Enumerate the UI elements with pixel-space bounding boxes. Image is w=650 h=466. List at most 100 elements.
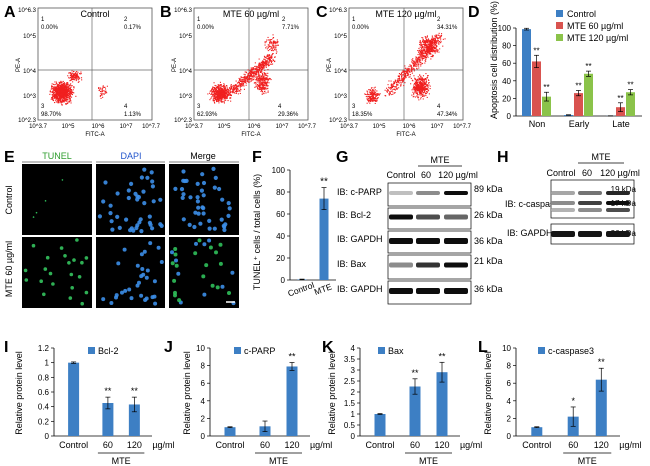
flow-event-dot xyxy=(265,66,267,68)
flow-event-dot xyxy=(254,67,256,69)
flow-event-dot xyxy=(72,89,74,91)
flow-event-dot xyxy=(255,79,257,81)
flow-event-dot xyxy=(264,82,266,84)
flow-event-dot xyxy=(368,96,370,98)
flow-event-dot xyxy=(220,90,222,92)
flow-event-dot xyxy=(267,64,269,66)
flow-event-dot xyxy=(70,76,72,78)
flow-event-dot xyxy=(255,71,257,73)
flow-event-dot xyxy=(432,38,434,40)
flow-event-dot xyxy=(411,65,413,67)
flow-event-dot xyxy=(394,88,396,90)
flow-event-dot xyxy=(402,78,404,80)
flow-event-dot xyxy=(416,61,418,63)
flow-event-dot xyxy=(58,96,60,98)
flow-event-dot xyxy=(403,85,405,87)
flow-event-dot xyxy=(66,101,68,103)
flow-event-dot xyxy=(56,96,58,98)
flow-event-dot xyxy=(416,65,418,67)
flow-event-dot xyxy=(430,53,432,55)
flow-event-dot xyxy=(66,89,68,91)
flow-event-dot xyxy=(236,88,238,90)
flow-event-dot xyxy=(271,47,273,49)
flow-event-dot xyxy=(366,91,368,93)
flow-event-dot xyxy=(413,63,415,65)
flow-event-dot xyxy=(411,72,413,74)
flow-event-dot xyxy=(265,92,267,94)
flow-event-dot xyxy=(259,79,261,81)
flow-event-dot xyxy=(418,88,420,90)
y-tick-label: 10 xyxy=(196,344,205,353)
flow-event-dot xyxy=(264,85,266,87)
flow-event-dot xyxy=(413,65,415,67)
flow-event-dot xyxy=(211,88,213,90)
flow-event-dot xyxy=(260,62,262,64)
flow-event-dot xyxy=(403,71,405,73)
flow-event-dot xyxy=(51,97,53,99)
flow-event-dot xyxy=(425,87,427,89)
flow-event-dot xyxy=(271,44,273,46)
flow-event-dot xyxy=(254,68,256,70)
flow-event-dot xyxy=(226,97,228,99)
flow-event-dot xyxy=(65,88,67,90)
flow-event-dot xyxy=(418,58,420,60)
flow-event-dot xyxy=(53,91,55,93)
chart-i-ylabel: Relative protein level xyxy=(14,351,24,435)
flow-event-dot xyxy=(231,88,233,90)
y-tick-label: 0.4 xyxy=(38,403,50,412)
flow-event-dot xyxy=(439,48,441,50)
flow-event-dot xyxy=(392,93,394,95)
flow-event-dot xyxy=(215,89,217,91)
flow-event-dot xyxy=(76,76,78,78)
flow-event-dot xyxy=(220,93,222,95)
flow-event-dot xyxy=(433,38,435,40)
flow-event-dot xyxy=(420,83,422,85)
flow-event-dot xyxy=(264,41,266,43)
flow-event-dot xyxy=(404,75,406,77)
tunel-positive-cell xyxy=(63,254,67,258)
flow-event-dot xyxy=(421,41,423,43)
flow-event-dot xyxy=(419,46,421,48)
flow-event-dot xyxy=(387,90,389,92)
flow-event-dot xyxy=(419,78,421,80)
flow-event-dot xyxy=(426,54,428,56)
flow-event-dot xyxy=(223,100,225,102)
flow-event-dot xyxy=(64,86,66,88)
flow-event-dot xyxy=(426,84,428,86)
flow-event-dot xyxy=(266,62,268,64)
blot-band xyxy=(389,214,413,220)
flow-event-dot xyxy=(396,87,398,89)
chart-j-ylabel: Relative protein level xyxy=(182,351,192,435)
flow-event-dot xyxy=(401,80,403,82)
flow-event-dot xyxy=(426,38,428,40)
flow-event-dot xyxy=(54,88,56,90)
x-category-label: Control xyxy=(59,440,88,450)
panel-a: A Control 1 0.00% 2 0.17% 3 98.70% 4 1.1… xyxy=(4,4,161,138)
flow-event-dot xyxy=(235,92,237,94)
flow-event-dot xyxy=(256,81,258,83)
flow-event-dot xyxy=(434,39,436,41)
flow-event-dot xyxy=(71,70,73,72)
flow-event-dot xyxy=(227,88,229,90)
flow-event-dot xyxy=(430,47,432,49)
flow-event-dot xyxy=(373,97,375,99)
flow-event-dot xyxy=(241,79,243,81)
flow-event-dot xyxy=(63,82,65,84)
flow-event-dot xyxy=(58,95,60,97)
flow-event-dot xyxy=(364,93,366,95)
flow-event-dot xyxy=(429,45,431,47)
flow-event-dot xyxy=(435,48,437,50)
flow-event-dot xyxy=(219,98,221,100)
flow-event-dot xyxy=(218,92,220,94)
flow-event-dot xyxy=(67,87,69,89)
flow-event-dot xyxy=(424,51,426,53)
flow-event-dot xyxy=(269,41,271,43)
flow-event-dot xyxy=(227,91,229,93)
flow-event-dot xyxy=(220,95,222,97)
flow-event-dot xyxy=(444,38,446,40)
flow-event-dot xyxy=(250,78,252,80)
flow-event-dot xyxy=(221,101,223,103)
flow-event-dot xyxy=(416,62,418,64)
flow-event-dot xyxy=(409,71,411,73)
flow-a-ytick-3: 10^4 xyxy=(23,69,36,75)
